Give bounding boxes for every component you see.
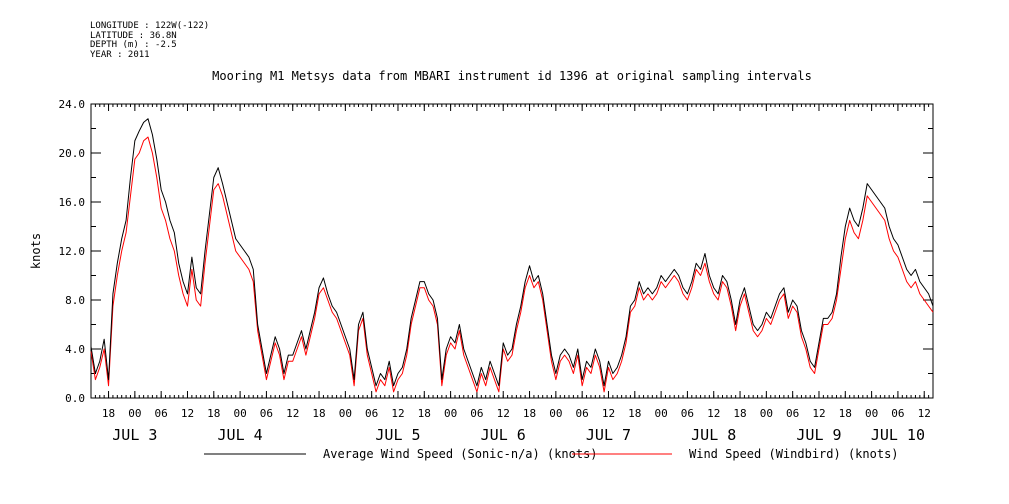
longitude-label: LONGITUDE : 122W(-122) xyxy=(90,21,210,31)
y-tick-label: 12.0 xyxy=(59,245,86,258)
x-hour-tick-label: 12 xyxy=(812,407,825,420)
metadata-block: LONGITUDE : 122W(-122) LATITUDE : 36.8N … xyxy=(90,21,210,60)
x-hour-tick-label: 12 xyxy=(918,407,931,420)
x-day-label: JUL 7 xyxy=(586,426,631,444)
y-tick-label: 8.0 xyxy=(65,294,85,307)
x-hour-tick-label: 18 xyxy=(418,407,431,420)
y-tick-label: 24.0 xyxy=(59,98,86,111)
x-hour-tick-label: 12 xyxy=(391,407,404,420)
x-hour-tick-label: 00 xyxy=(233,407,246,420)
x-hour-tick-label: 06 xyxy=(260,407,273,420)
x-hour-tick-label: 12 xyxy=(707,407,720,420)
x-hour-tick-label: 00 xyxy=(549,407,562,420)
x-hour-tick-label: 12 xyxy=(602,407,615,420)
series-line-windbird-wind-speed xyxy=(90,136,934,393)
x-day-label: JUL 6 xyxy=(481,426,526,444)
x-hour-tick-label: 06 xyxy=(891,407,904,420)
legend: Average Wind Speed (Sonic-n/a) (knots) W… xyxy=(204,447,899,461)
x-hour-tick-label: 06 xyxy=(470,407,483,420)
x-day-label: JUL 3 xyxy=(112,426,157,444)
x-hour-tick-label: 06 xyxy=(576,407,589,420)
x-hour-tick-label: 00 xyxy=(444,407,457,420)
x-hour-tick-label: 06 xyxy=(365,407,378,420)
y-tick-label: 20.0 xyxy=(59,147,86,160)
x-hour-tick-label: 06 xyxy=(681,407,694,420)
x-hour-tick-label: 12 xyxy=(497,407,510,420)
x-hour-tick-label: 06 xyxy=(155,407,168,420)
x-day-label: JUL 9 xyxy=(796,426,841,444)
series-layer xyxy=(90,118,934,393)
x-hour-tick-label: 00 xyxy=(760,407,773,420)
series-line-average-wind-speed xyxy=(90,118,934,387)
x-hour-tick-label: 00 xyxy=(654,407,667,420)
x-hour-tick-label: 00 xyxy=(865,407,878,420)
year-label: YEAR : 2011 xyxy=(90,49,150,60)
x-hour-tick-label: 12 xyxy=(286,407,299,420)
legend-label-average-wind-speed: Average Wind Speed (Sonic-n/a) (knots) xyxy=(323,447,598,461)
x-day-label: JUL 10 xyxy=(871,426,925,444)
x-hour-tick-label: 18 xyxy=(102,407,115,420)
x-hour-tick-label: 18 xyxy=(312,407,325,420)
x-hour-tick-label: 18 xyxy=(733,407,746,420)
x-axis: 18 00 06 12 18 00 06 12 18 00 06 12 18 00 06 12 18 00 06 12… xyxy=(94,104,931,444)
x-hour-tick-label: 18 xyxy=(523,407,536,420)
x-hour-tick-label: 18 xyxy=(207,407,220,420)
x-day-label: JUL 4 xyxy=(218,426,263,444)
x-hour-tick-label: 18 xyxy=(839,407,852,420)
depth-label: DEPTH (m) : -2.5 xyxy=(90,40,177,50)
legend-label-windbird-wind-speed: Wind Speed (Windbird) (knots) xyxy=(689,447,899,461)
x-day-label: JUL 5 xyxy=(375,426,420,444)
y-axis-label: knots xyxy=(29,233,43,269)
x-hour-tick-label: 18 xyxy=(628,407,641,420)
x-hour-tick-label: 12 xyxy=(181,407,194,420)
y-tick-label: 0.0 xyxy=(65,392,85,405)
latitude-label: LATITUDE : 36.8N xyxy=(90,30,177,41)
x-day-label: JUL 8 xyxy=(691,426,736,444)
x-hour-tick-label: 06 xyxy=(786,407,799,420)
chart-title: Mooring M1 Metsys data from MBARI instru… xyxy=(212,69,812,83)
y-tick-label: 16.0 xyxy=(59,196,86,209)
y-axis: 0.0 4.0 8.0 12.0 16.0 20.0 24.0 xyxy=(59,98,933,405)
y-tick-label: 4.0 xyxy=(65,343,85,356)
x-hour-tick-label: 00 xyxy=(128,407,141,420)
x-hour-tick-label: 00 xyxy=(339,407,352,420)
